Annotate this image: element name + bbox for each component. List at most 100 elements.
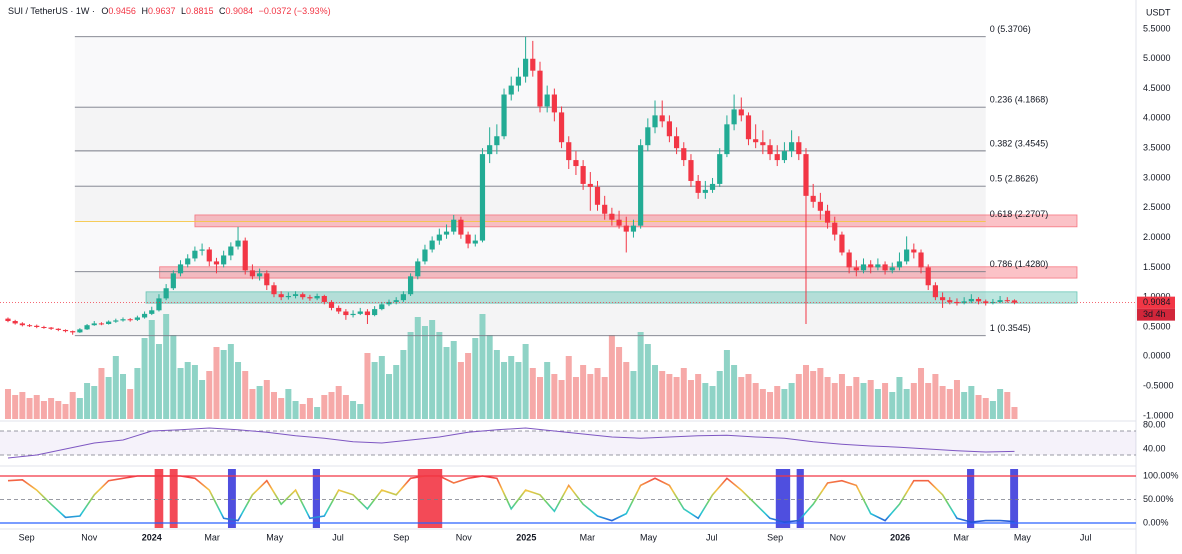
candle-body bbox=[630, 225, 637, 232]
histogram-bar bbox=[723, 350, 730, 419]
candle-body bbox=[573, 160, 579, 167]
histogram-bar bbox=[386, 374, 393, 419]
histogram-bar bbox=[975, 395, 982, 419]
y-tick-label: 3.5000 bbox=[1143, 143, 1171, 153]
candle-body bbox=[853, 267, 859, 271]
candle-body bbox=[156, 298, 162, 311]
histogram-bar bbox=[680, 368, 687, 419]
histogram-bar bbox=[120, 374, 127, 419]
histogram-bar bbox=[932, 374, 939, 419]
candle-body bbox=[652, 115, 658, 128]
x-tick-label: Nov bbox=[830, 532, 847, 542]
candle-body bbox=[796, 142, 802, 155]
y-tick-label: 0.5000 bbox=[1143, 321, 1171, 331]
histogram-bar bbox=[831, 383, 838, 419]
histogram-bar bbox=[443, 347, 450, 419]
candle-body bbox=[501, 94, 507, 137]
candle-body bbox=[616, 219, 622, 226]
candle-body bbox=[1011, 300, 1018, 303]
histogram-bar bbox=[544, 362, 551, 419]
change: −0.0372 (−3.93%) bbox=[259, 6, 331, 16]
candle-body bbox=[990, 301, 996, 304]
histogram-bar bbox=[810, 371, 817, 419]
candle-body bbox=[659, 115, 665, 122]
candle-body bbox=[673, 136, 680, 149]
y-tick-label: 5.0000 bbox=[1143, 53, 1171, 63]
candle-body bbox=[177, 264, 184, 274]
histogram-bar bbox=[666, 374, 673, 419]
x-tick-label: Jul bbox=[332, 532, 344, 542]
candle-body bbox=[566, 142, 572, 161]
candle-body bbox=[199, 249, 205, 251]
histogram-bar bbox=[616, 347, 623, 419]
candle-body bbox=[911, 249, 917, 253]
histogram-bar bbox=[364, 353, 371, 419]
histogram-bar bbox=[594, 368, 601, 419]
histogram-bar bbox=[278, 398, 285, 419]
candle-body bbox=[666, 121, 672, 137]
x-tick-label: Jul bbox=[706, 532, 718, 542]
histogram-bar bbox=[112, 356, 119, 419]
candle-body bbox=[429, 240, 435, 250]
fib-label: 0 (5.3706) bbox=[990, 24, 1031, 34]
histogram-bar bbox=[127, 389, 134, 419]
histogram-bar bbox=[421, 326, 428, 419]
candle-body bbox=[904, 249, 910, 262]
histogram-bar bbox=[867, 380, 874, 419]
histogram-bar bbox=[285, 389, 292, 419]
stoch-signal bbox=[796, 469, 804, 528]
fib-band bbox=[74, 271, 986, 336]
histogram-bar bbox=[673, 377, 680, 419]
histogram-bar bbox=[328, 392, 335, 419]
histogram-bar bbox=[946, 389, 953, 419]
candle-body bbox=[149, 310, 155, 314]
candle-body bbox=[77, 329, 83, 333]
rsi-tick-label: 40.00 bbox=[1143, 443, 1166, 453]
x-tick-label: Sep bbox=[767, 532, 783, 542]
candle-body bbox=[745, 115, 752, 140]
candle-body bbox=[724, 124, 730, 155]
candle-body bbox=[170, 273, 176, 289]
candle-body bbox=[803, 154, 809, 196]
candle-body bbox=[465, 234, 471, 244]
histogram-bar bbox=[457, 362, 464, 419]
candle-body bbox=[91, 323, 97, 326]
candle-body bbox=[336, 307, 342, 312]
stoch-signal bbox=[417, 469, 443, 528]
stoch-line bbox=[7, 475, 1015, 523]
candle-body bbox=[961, 301, 967, 304]
histogram-bar bbox=[76, 398, 83, 419]
candle-body bbox=[235, 240, 241, 247]
candle-body bbox=[932, 285, 938, 298]
candle-body bbox=[638, 145, 644, 226]
candle-body bbox=[400, 294, 406, 301]
stoch-signal bbox=[169, 469, 178, 528]
candle-body bbox=[753, 139, 759, 143]
candle-body bbox=[436, 234, 442, 241]
histogram-bar bbox=[141, 338, 148, 419]
candle-body bbox=[70, 331, 76, 333]
histogram-bar bbox=[335, 386, 342, 419]
histogram-bar bbox=[731, 365, 738, 419]
histogram-bar bbox=[472, 338, 479, 419]
histogram-bar bbox=[235, 362, 242, 419]
histogram-bar bbox=[802, 365, 809, 419]
candle-body bbox=[451, 219, 457, 232]
histogram-bar bbox=[752, 383, 759, 419]
candle-body bbox=[415, 261, 421, 277]
histogram-bar bbox=[206, 371, 213, 419]
histogram-bar bbox=[414, 317, 421, 419]
candle-body bbox=[889, 267, 895, 271]
candle-body bbox=[537, 70, 543, 107]
histogram-bar bbox=[19, 392, 26, 419]
histogram-bar bbox=[306, 398, 313, 419]
histogram-bar bbox=[12, 395, 19, 419]
candle-body bbox=[587, 183, 593, 187]
stoch-signal bbox=[227, 469, 236, 528]
histogram-bar bbox=[558, 380, 565, 419]
histogram-bar bbox=[702, 383, 709, 419]
histogram-bar bbox=[134, 368, 141, 419]
histogram-bar bbox=[745, 374, 752, 419]
histogram-bar bbox=[824, 377, 831, 419]
candle-body bbox=[12, 321, 18, 324]
